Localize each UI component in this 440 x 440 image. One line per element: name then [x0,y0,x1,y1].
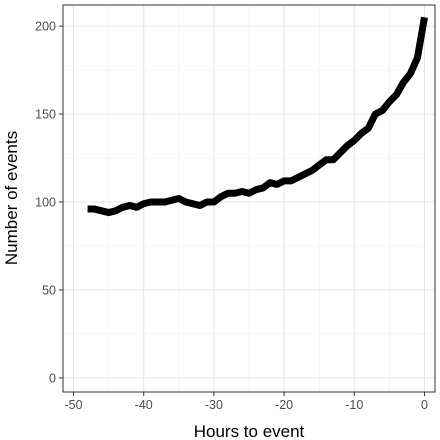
plot-panel-border [62,4,436,393]
y-tick-label: 100 [35,196,56,210]
y-tick-label: 50 [42,283,56,297]
x-axis: -50 -40 -30 -20 -10 0 [64,392,428,412]
x-tick-label: 0 [421,398,428,412]
minor-gridlines [63,5,435,392]
y-axis: 0 50 100 150 200 [35,20,63,385]
x-tick-label: -30 [205,398,223,412]
x-tick-label: -10 [345,398,363,412]
major-gridlines [63,5,435,392]
y-tick-label: 0 [49,371,56,385]
y-tick-label: 150 [35,108,56,122]
x-tick-label: -40 [135,398,153,412]
y-tick-label: 200 [35,20,56,34]
series-line [87,16,428,217]
x-axis-title: Hours to event [194,422,305,440]
x-tick-label: -20 [275,398,293,412]
x-tick-label: -50 [64,398,82,412]
y-axis-title: Number of events [2,131,21,265]
